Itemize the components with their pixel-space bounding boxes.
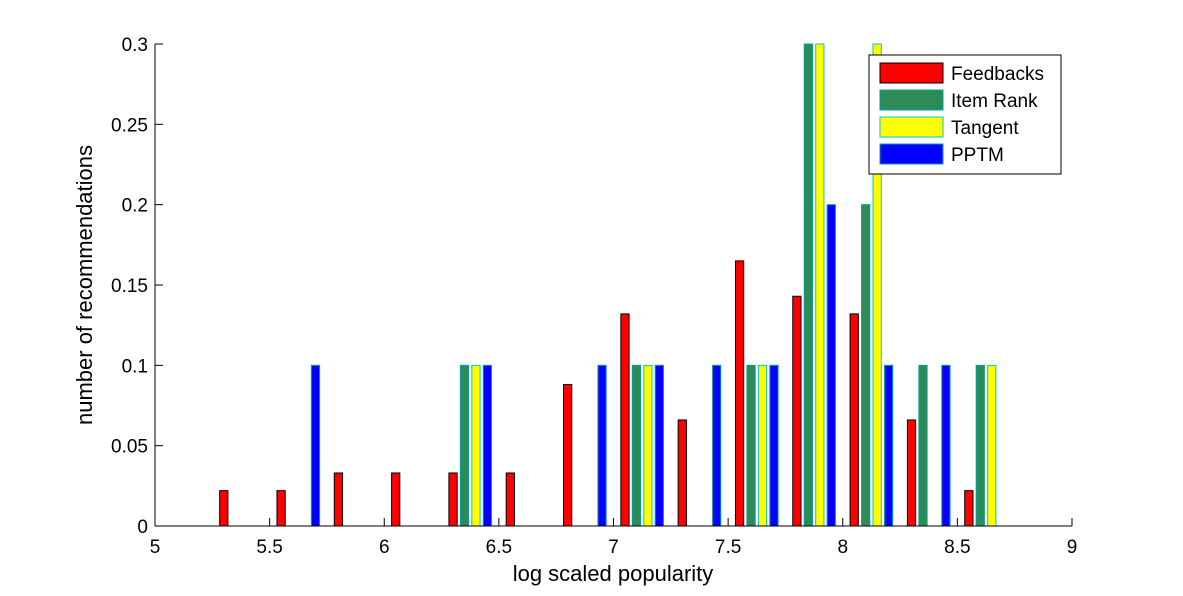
x-tick-label: 7	[608, 537, 619, 558]
y-tick-label: 0.25	[111, 115, 148, 136]
legend-swatch	[879, 62, 944, 84]
legend-items: Feedbacks Item Rank Tangent PPTM	[879, 62, 1044, 166]
bar-pptm	[883, 364, 894, 527]
y-tick-label: 0.1	[122, 356, 148, 377]
bar-pptm	[712, 364, 722, 527]
legend-label: PPTM	[951, 145, 1004, 166]
bar-feedbacks	[448, 472, 458, 527]
bar-item-rank	[631, 364, 642, 527]
bar-feedbacks	[219, 490, 229, 527]
x-tick-label: 8.5	[944, 537, 970, 558]
bar-pptm	[826, 204, 836, 527]
y-tick-label: 0.15	[111, 276, 148, 297]
ticks-layer: 5 5.5 6 6.5 7 7.5 8 8.5 9 0 0.05 0.1 0.15 0.2 0.25 0.3	[111, 35, 1077, 558]
bar-tangent	[757, 364, 768, 527]
bar-feedbacks	[391, 472, 401, 527]
x-tick-label: 9	[1067, 537, 1078, 558]
x-tick-label: 5.5	[256, 537, 282, 558]
bar-item-rank	[803, 43, 813, 527]
bar-feedbacks	[964, 490, 974, 527]
legend-label: Tangent	[951, 118, 1019, 139]
bar-item-rank	[746, 364, 756, 527]
bar-pptm	[310, 364, 321, 527]
legend-label: Item Rank	[951, 91, 1038, 112]
bar-feedbacks	[792, 295, 802, 527]
bar-item-rank	[459, 364, 470, 527]
bar-pptm	[769, 364, 779, 527]
bar-feedbacks	[906, 419, 917, 527]
bar-feedbacks	[849, 313, 859, 527]
bar-feedbacks	[505, 472, 515, 527]
bar-item-rank	[918, 364, 928, 527]
legend-label: Feedbacks	[951, 64, 1044, 85]
y-tick-label: 0.2	[122, 196, 148, 217]
bar-feedbacks	[333, 472, 344, 527]
x-axis-title: log scaled popularity	[513, 561, 714, 586]
bar-item-rank	[861, 204, 871, 527]
bar-feedbacks	[620, 313, 630, 527]
y-tick-label: 0.3	[122, 35, 148, 56]
bar-pptm	[654, 364, 664, 527]
bar-tangent	[815, 43, 825, 527]
x-tick-label: 6.5	[486, 537, 512, 558]
bar-tangent	[471, 364, 481, 527]
bar-feedbacks	[734, 260, 745, 527]
bar-pptm	[597, 364, 607, 527]
bar-pptm	[482, 364, 493, 527]
x-tick-label: 8	[837, 537, 848, 558]
legend: Feedbacks Item Rank Tangent PPTM	[868, 54, 1062, 175]
bar-feedbacks	[276, 490, 286, 527]
bar-feedbacks	[677, 419, 687, 527]
bar-item-rank	[975, 364, 985, 527]
bar-pptm	[941, 364, 951, 527]
y-tick-label: 0	[137, 517, 148, 538]
bar-tangent	[643, 364, 653, 527]
x-tick-label: 5	[150, 537, 161, 558]
x-tick-label: 7.5	[715, 537, 741, 558]
legend-swatch	[879, 89, 944, 111]
y-axis-title: number of recommendations	[72, 145, 97, 425]
bar-tangent	[987, 364, 997, 527]
x-tick-label: 6	[379, 537, 390, 558]
legend-swatch	[879, 116, 944, 138]
bar-feedbacks	[563, 384, 573, 527]
legend-swatch	[879, 143, 944, 165]
y-tick-label: 0.05	[111, 437, 148, 458]
